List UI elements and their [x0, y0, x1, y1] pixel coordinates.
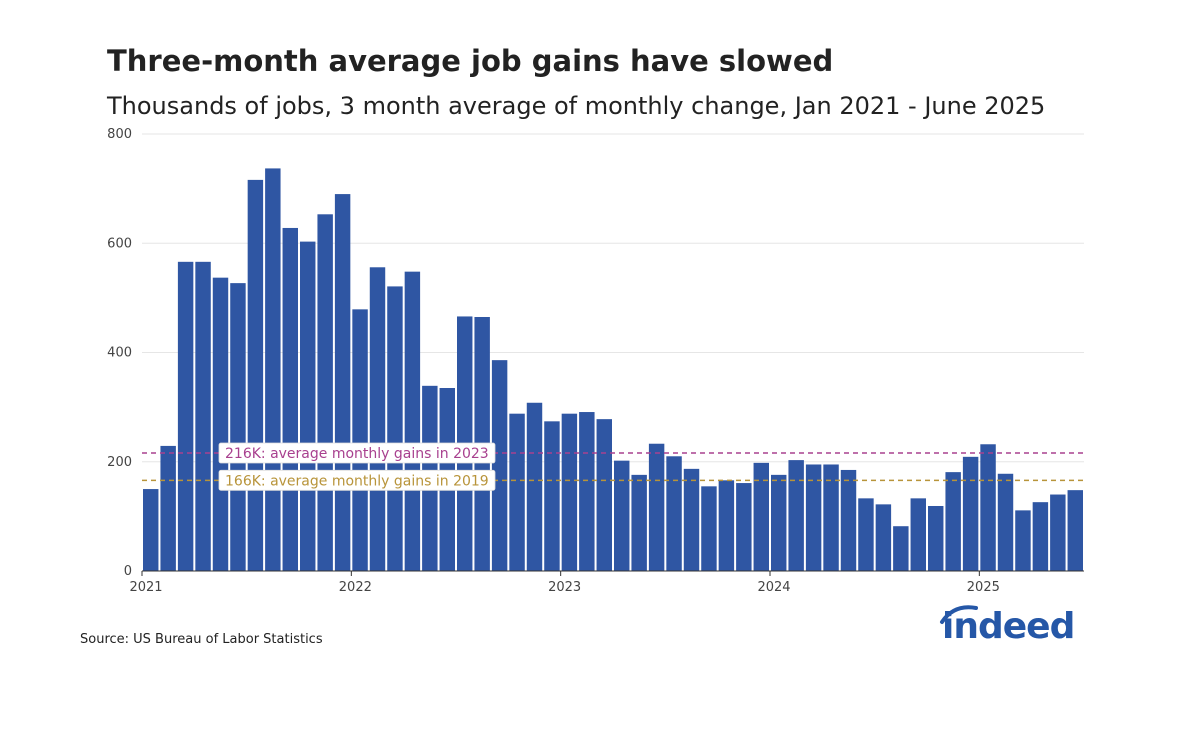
logo-wordmark: indeed	[942, 606, 1075, 647]
y-tick-label: 800	[107, 127, 132, 142]
bar-2023-07	[666, 456, 682, 571]
bar-2022-10	[509, 413, 525, 571]
bar-2023-03	[596, 419, 612, 571]
y-tick-label: 400	[107, 346, 132, 361]
logo-arc-icon	[940, 605, 978, 624]
bar-2024-02	[788, 460, 804, 571]
bar-2021-04	[195, 261, 211, 571]
bar-2021-09	[282, 227, 298, 571]
reference-label-background	[218, 442, 496, 464]
x-tick-label-2022: 2022	[339, 580, 372, 595]
bar-2021-05	[212, 277, 229, 571]
bar-2022-03	[387, 286, 403, 571]
reference-label-166: 166K: average monthly gains in 2019	[225, 473, 489, 489]
bar-2021-10	[300, 241, 316, 571]
bar-2023-06	[648, 443, 665, 571]
bar-2025-06	[1067, 490, 1083, 571]
bar-2025-03	[1015, 510, 1031, 571]
bar-2025-04	[1032, 502, 1049, 571]
bar-2023-10	[718, 480, 735, 571]
bar-2023-11	[736, 483, 752, 571]
bar-2024-04	[823, 464, 839, 571]
bar-2021-07	[247, 179, 264, 571]
bar-2021-03	[177, 261, 194, 571]
bar-2021-01	[143, 489, 159, 571]
bar-2023-08	[683, 468, 700, 571]
source-note: Source: US Bureau of Labor Statistics	[80, 632, 323, 647]
x-tick-label-2025: 2025	[967, 580, 1000, 595]
bar-2024-01	[771, 474, 787, 571]
bar-2021-02	[160, 445, 176, 571]
bar-2021-08	[265, 168, 281, 571]
reference-label-216: 216K: average monthly gains in 2023	[225, 446, 489, 462]
bar-2025-02	[997, 473, 1014, 571]
bar-2022-12	[544, 421, 560, 571]
bar-2025-01	[980, 444, 996, 571]
bar-2023-09	[701, 486, 717, 571]
bar-2023-05	[631, 474, 647, 571]
y-tick-label: 600	[107, 236, 132, 251]
bar-2024-06	[858, 498, 874, 571]
bar-2023-12	[753, 462, 769, 571]
bar-2024-12	[962, 456, 979, 571]
bar-2024-07	[875, 504, 892, 571]
y-tick-label: 200	[107, 455, 132, 470]
bar-2023-01	[561, 413, 578, 571]
bar-2024-09	[910, 498, 926, 571]
bar-2024-08	[893, 526, 909, 571]
bar-2025-05	[1050, 494, 1066, 571]
bars	[143, 168, 1083, 571]
bar-2023-04	[614, 460, 630, 571]
x-tick-label-2021: 2021	[129, 580, 162, 595]
bar-2022-02	[369, 267, 386, 571]
bar-2024-11	[945, 472, 961, 571]
bar-2024-03	[805, 464, 822, 571]
bar-2022-09	[491, 360, 508, 571]
reference-label-background	[218, 469, 496, 491]
indeed-logo: indeed	[936, 598, 1086, 658]
bar-2024-10	[928, 505, 944, 571]
bar-2024-05	[840, 469, 857, 571]
chart-subtitle: Thousands of jobs, 3 month average of mo…	[107, 92, 1046, 120]
x-tick-label-2024: 2024	[757, 580, 790, 595]
bar-chart: 216K: average monthly gains in 2023 166K:…	[107, 127, 1084, 595]
bar-2021-11	[317, 214, 333, 571]
chart-title: Three-month average job gains have slowe…	[107, 44, 834, 78]
x-tick-label-2023: 2023	[548, 580, 581, 595]
axes: 0 200 400 600 800 2021 2022 2023 2024 2025	[107, 127, 1084, 595]
bar-2021-12	[334, 194, 351, 571]
y-tick-label: 0	[124, 564, 132, 579]
bar-2022-04	[404, 271, 421, 571]
bar-2022-01	[352, 309, 368, 571]
reference-lines: 216K: average monthly gains in 2023 166K:…	[142, 442, 1084, 491]
bar-2023-02	[579, 412, 595, 571]
bar-2022-11	[526, 402, 543, 571]
bar-2021-06	[230, 283, 246, 571]
